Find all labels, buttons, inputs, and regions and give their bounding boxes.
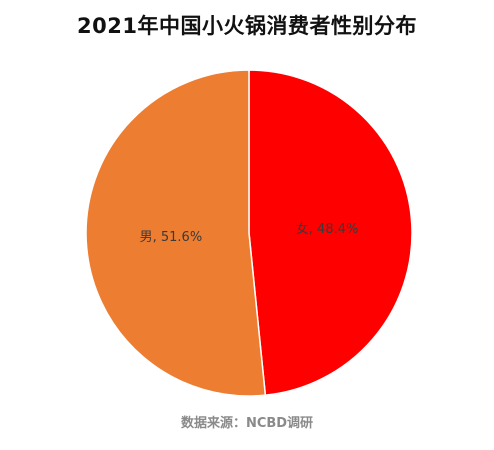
source-note: 数据来源：NCBD调研 xyxy=(180,416,314,431)
pie-slice-female xyxy=(248,69,413,397)
pie-slice-male xyxy=(85,69,267,397)
slice-label-female: 女, 48.4% xyxy=(296,221,359,237)
slice-label-male: 男, 51.6% xyxy=(140,230,203,245)
chart-title: 2021年中国小火锅消费者性别分布 xyxy=(77,14,417,38)
